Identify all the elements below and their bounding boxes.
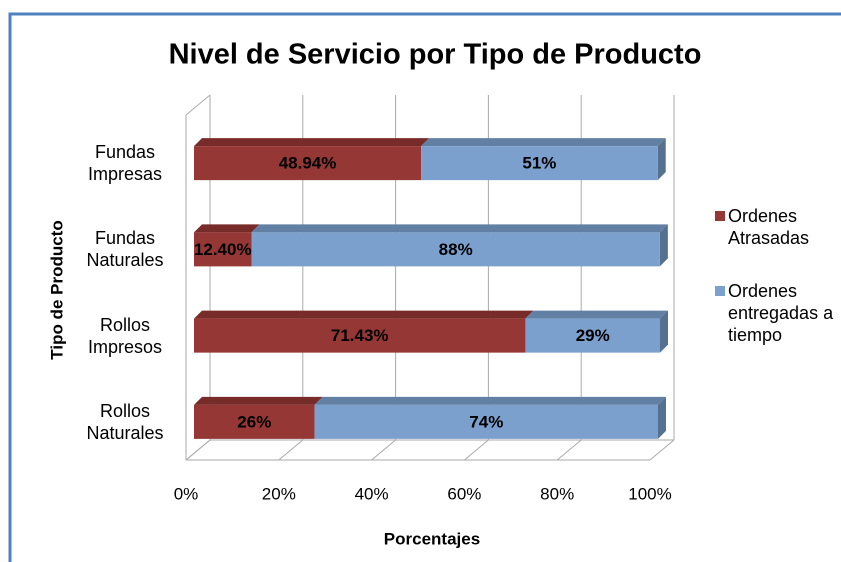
x-tick-label: 20% [262, 484, 296, 503]
y-tick-label: Fundas Impresas [87, 142, 163, 185]
bar [314, 404, 658, 439]
data-label: 71.43% [331, 326, 389, 345]
bar [194, 404, 315, 439]
bar [194, 232, 252, 267]
floor-line [556, 439, 582, 461]
bar-top [314, 396, 666, 405]
data-label: 51% [522, 154, 556, 173]
floor-line [464, 439, 489, 461]
legend-swatch [715, 211, 725, 221]
data-label: 88% [439, 240, 473, 259]
data-label: 48.94% [279, 154, 337, 173]
y-tick-label: Fundas Naturales [86, 228, 164, 271]
y-tick-label: Rollos Naturales [86, 400, 164, 443]
floor-line [185, 439, 211, 461]
legend-label: Ordenes Atrasadas [728, 206, 810, 248]
data-label: 29% [576, 326, 610, 345]
x-tick-label: 0% [174, 484, 199, 503]
bar-top [194, 396, 323, 405]
bar [251, 232, 660, 267]
bar-side [658, 396, 666, 439]
bar-top [194, 138, 430, 147]
bar-side [657, 138, 666, 181]
chart-title: Nivel de Servicio por Tipo de Producto [169, 39, 702, 71]
bar-top [194, 224, 260, 233]
data-label: 12.40% [194, 240, 252, 259]
data-label: 26% [237, 412, 271, 431]
legend-swatch [715, 286, 725, 296]
bar-side [659, 224, 668, 267]
floor-line [371, 439, 396, 461]
legend-label: Ordenes entregadas a tiempo [728, 281, 834, 345]
floor-line [278, 439, 304, 461]
x-axis-label: Porcentajes [384, 529, 480, 548]
x-tick-label: 100% [628, 484, 671, 503]
floor-line [649, 439, 675, 461]
bar-top [525, 310, 668, 319]
bar [194, 146, 422, 181]
x-tick-label: 60% [447, 484, 481, 503]
bar-top [251, 224, 668, 233]
bar-side [659, 310, 668, 353]
x-tick-label: 80% [540, 484, 574, 503]
bar [421, 146, 658, 181]
x-tick-label: 40% [355, 484, 389, 503]
y-axis-label: Tipo de Producto [47, 220, 66, 359]
data-label: 74% [469, 412, 503, 431]
bar-top [194, 310, 534, 319]
bar [525, 318, 660, 353]
bar-top [421, 138, 666, 147]
frame [8, 12, 841, 562]
bar [194, 318, 526, 353]
wall-edge [185, 94, 211, 116]
y-tick-label: Rollos Impresos [87, 314, 163, 357]
